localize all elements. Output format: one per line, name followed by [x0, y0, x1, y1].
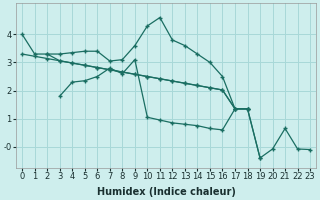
X-axis label: Humidex (Indice chaleur): Humidex (Indice chaleur)	[97, 187, 236, 197]
